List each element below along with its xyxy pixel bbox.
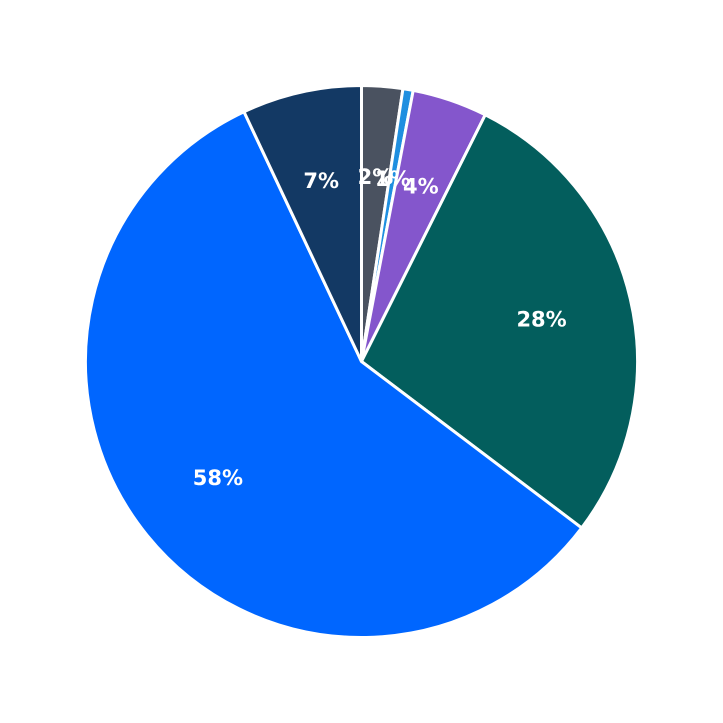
pie-slice <box>242 84 363 363</box>
slice-percent-label: 1% <box>375 167 411 191</box>
slice-percent-label: 4% <box>403 174 439 198</box>
slice-percent-label: 28% <box>516 307 566 331</box>
slice-percent-label: 7% <box>303 169 339 193</box>
labels-layer: 2%1%4% 28% 58% 7% <box>193 165 567 490</box>
pie-slice <box>84 110 584 639</box>
slice-percent-label: 2% <box>358 165 394 189</box>
slice-percent-label: 58% <box>193 466 243 490</box>
pie-slice <box>360 113 639 530</box>
slices-layer <box>84 84 639 639</box>
